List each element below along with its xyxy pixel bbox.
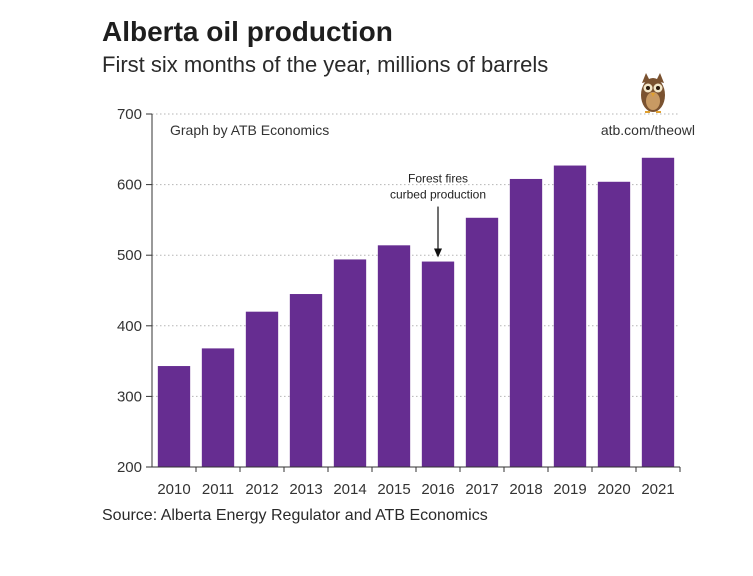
bar-2020 [597, 181, 631, 467]
bar-2017 [465, 217, 499, 467]
bar-chart: 200 300 400 500 600 700 2010 2011 2012 2013 2014 20… [117, 73, 695, 498]
annotation-line-1: Forest fires [408, 172, 468, 186]
x-tick-label: 2020 [597, 481, 630, 498]
annotation-line-2: curbed production [390, 188, 486, 202]
gridlines [152, 113, 680, 397]
owl-icon [641, 73, 665, 113]
y-tick-label: 700 [117, 106, 142, 123]
x-tick-label: 2016 [421, 481, 454, 498]
chart-title: Alberta oil production [102, 16, 393, 47]
bar-2016 [421, 261, 455, 467]
x-tick-label: 2015 [377, 481, 410, 498]
chart-url: atb.com/theowl [601, 122, 695, 138]
x-tick-label: 2010 [157, 481, 190, 498]
y-tick-label: 500 [117, 247, 142, 264]
axes [146, 113, 681, 472]
y-tick-label: 600 [117, 177, 142, 194]
bars [157, 157, 675, 467]
y-tick-label: 200 [117, 459, 142, 476]
bar-2015 [377, 245, 411, 467]
x-tick-label: 2012 [245, 481, 278, 498]
chart-subtitle: First six months of the year, millions o… [102, 52, 549, 77]
x-tick-label: 2021 [641, 481, 674, 498]
x-tick-label: 2014 [333, 481, 366, 498]
bar-2012 [245, 311, 279, 467]
bar-2014 [333, 259, 367, 467]
bar-2019 [553, 165, 587, 467]
annotation-arrowhead [434, 248, 442, 258]
tick-labels: 200 300 400 500 600 700 2010 2011 2012 2013 2014 20… [117, 106, 675, 498]
bar-2010 [157, 366, 191, 467]
x-tick-label: 2017 [465, 481, 498, 498]
chart-credit: Graph by ATB Economics [170, 122, 329, 138]
bar-2011 [201, 348, 235, 467]
bar-2018 [509, 178, 543, 467]
x-tick-label: 2019 [553, 481, 586, 498]
bar-2013 [289, 294, 323, 467]
x-tick-label: 2011 [202, 481, 234, 498]
x-tick-label: 2018 [509, 481, 542, 498]
x-tick-label: 2013 [289, 481, 322, 498]
bar-2021 [641, 157, 675, 467]
chart-source: Source: Alberta Energy Regulator and ATB… [102, 507, 488, 524]
y-tick-label: 400 [117, 318, 142, 335]
y-tick-label: 300 [117, 388, 142, 405]
